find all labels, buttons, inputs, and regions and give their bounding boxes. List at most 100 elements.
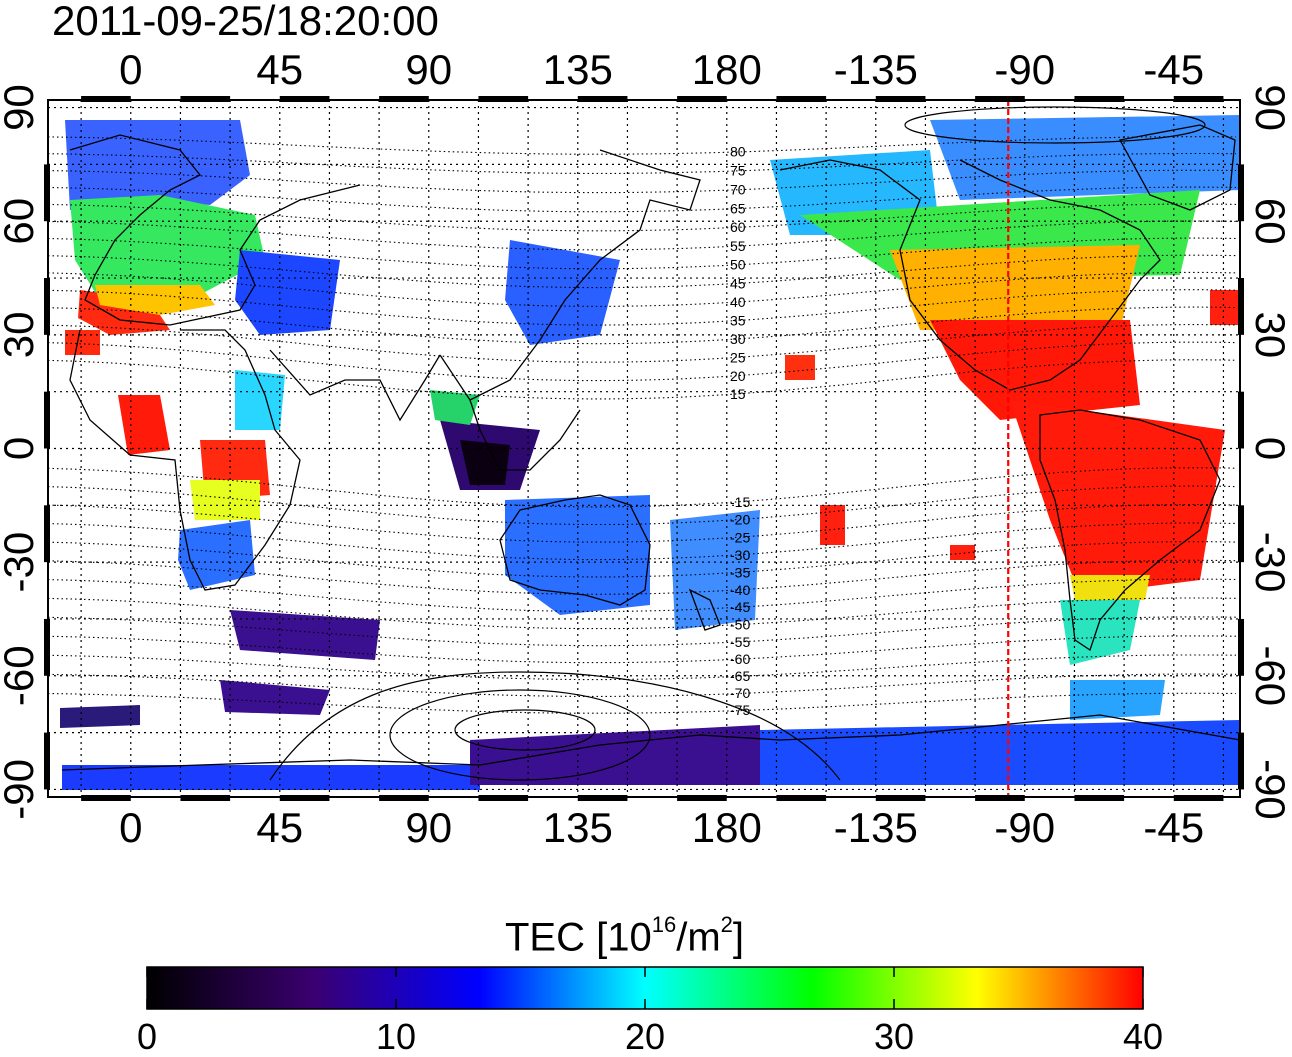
frame-tick-right	[1238, 618, 1244, 676]
magnetic-lat-label: -20	[730, 512, 750, 528]
frame-tick-bottom	[577, 795, 628, 801]
lon-label-top: 0	[119, 46, 142, 93]
frame-tick-bottom	[379, 795, 429, 801]
frame-tick-left	[44, 278, 50, 335]
lon-label-bottom: 180	[692, 804, 762, 851]
lon-label-bottom: -135	[834, 804, 918, 851]
magnetic-lat-contour	[47, 635, 1237, 664]
tec-patch-south-atlantic	[220, 680, 330, 715]
tec-patch-china	[505, 240, 620, 345]
frame-tick-top	[1173, 96, 1224, 102]
coast-east-asia	[439, 149, 701, 401]
magnetic-lat-contour	[47, 503, 1237, 543]
magnetic-lat-label: -40	[730, 582, 750, 598]
lat-label-right: 30	[1247, 311, 1292, 358]
magnetic-lat-contour	[47, 306, 1237, 345]
magnetic-lat-label: 60	[730, 219, 746, 235]
frame-tick-top	[776, 96, 827, 102]
magnetic-lat-label: 45	[730, 275, 746, 291]
frame-tick-top	[379, 96, 429, 102]
lon-label-top: -135	[834, 46, 918, 93]
magnetic-lat-label: 80	[730, 144, 746, 160]
lat-label-right: 60	[1247, 198, 1292, 245]
magnetic-lat-contour	[47, 186, 1237, 213]
south-magnetic-pole-contour-outer	[269, 671, 841, 781]
magnetic-lat-contour	[47, 324, 1237, 363]
magnetic-lat-label: 55	[730, 238, 746, 254]
magnetic-lat-contour	[47, 271, 1237, 307]
colorbar-tick-label: 0	[137, 1016, 157, 1057]
magnetic-lat-label: -50	[730, 617, 750, 633]
lon-labels-top: 0 45 90 135 180 -135 -90 -45	[119, 46, 1204, 93]
magnetic-lat-label: 65	[730, 200, 746, 216]
frame-tick-bottom	[478, 795, 529, 801]
frame-tick-bottom	[1173, 795, 1224, 801]
magnetic-lat-label: -70	[730, 685, 750, 701]
magnetic-lat-label: 25	[730, 349, 746, 365]
south-magnetic-pole-contour-mid	[389, 689, 651, 781]
coast-se-asia	[469, 399, 581, 471]
tec-patch-europe-mid	[70, 195, 265, 300]
frame-tick-left	[44, 505, 50, 563]
frame-tick-bottom	[1074, 795, 1125, 801]
frame-tick-right	[1238, 505, 1244, 563]
tec-patch-arctic-canada	[930, 115, 1240, 200]
lat-label-left: -90	[0, 759, 42, 820]
lat-labels-left: 90 60 30 0 -30 -60 -90	[0, 84, 42, 820]
magnetic-lat-label: 20	[730, 368, 746, 384]
magnetic-lat-contour	[47, 485, 1237, 526]
tec-patch-south-africa	[178, 520, 255, 590]
tec-patch-se-asia-dark	[460, 440, 510, 485]
tec-patch-pacific-south	[820, 505, 845, 545]
frame-tick-top	[478, 96, 529, 102]
magnetic-lat-contour	[47, 152, 1237, 174]
magnetic-lat-label: -60	[730, 651, 750, 667]
coast-greenland	[1119, 124, 1236, 211]
north-magnetic-pole-contour	[904, 106, 1206, 144]
tec-patch-antarctic-central	[470, 725, 760, 785]
magnetic-lat-label: 15	[730, 386, 746, 402]
frame-tick-bottom	[81, 795, 131, 801]
tec-patch-australia	[505, 495, 650, 615]
tec-patch-antarctic-east	[760, 720, 1240, 785]
frame-tick-top	[180, 96, 231, 102]
tec-patch-indian-ocean	[230, 610, 380, 660]
magnetic-lat-contour	[47, 203, 1237, 232]
lat-label-right: 0	[1247, 437, 1292, 460]
tec-patch-india	[430, 390, 480, 425]
coast-new-zealand	[688, 588, 721, 631]
magnetic-lat-contour	[47, 341, 1237, 382]
magnetic-lat-contour	[47, 220, 1237, 251]
magnetic-lat-contour	[47, 169, 1237, 194]
frame-tick-bottom	[875, 795, 926, 801]
frame-tick-left	[44, 391, 50, 449]
tec-patch-east-africa	[235, 370, 285, 430]
magnetic-lat-contour	[47, 289, 1237, 326]
colorbar-ticks: 0 10 20 30 40	[137, 967, 1163, 1057]
frame-tick-bottom	[677, 795, 727, 801]
lon-label-bottom: -90	[994, 804, 1055, 851]
tec-patch-south-america	[1010, 400, 1225, 595]
colorbar-tick-label: 20	[625, 1016, 665, 1057]
magnetic-lat-contour	[47, 597, 1237, 630]
magnetic-lat-label: -35	[730, 564, 750, 580]
coast-north-america	[779, 159, 1161, 391]
magnetic-lat-label: 35	[730, 313, 746, 329]
lon-label-top: -90	[994, 46, 1055, 93]
magnetic-lat-label: -30	[730, 547, 750, 563]
tec-patch-drake	[1070, 680, 1165, 720]
tec-patch-south-band	[60, 705, 140, 728]
magnetic-lat-contour	[47, 654, 1237, 681]
magnetic-lat-label: 70	[730, 181, 746, 197]
coast-africa	[69, 329, 301, 591]
tec-patch-new-zealand	[670, 510, 760, 630]
magnetic-lat-label: 40	[730, 294, 746, 310]
tec-map: 80 75 70 65 60 55 50 45 40 35 30 25 20 15 -15 -20-25 -30…	[0, 46, 1292, 851]
magnetic-lat-contour	[47, 692, 1237, 714]
lon-label-bottom: 0	[119, 804, 142, 851]
colorbar-tick-label: 40	[1123, 1016, 1163, 1057]
colorbar-tick-label: 30	[874, 1016, 914, 1057]
frame-tick-top	[1074, 96, 1125, 102]
lon-label-top: 180	[692, 46, 762, 93]
frame-tick-right	[1238, 732, 1244, 790]
